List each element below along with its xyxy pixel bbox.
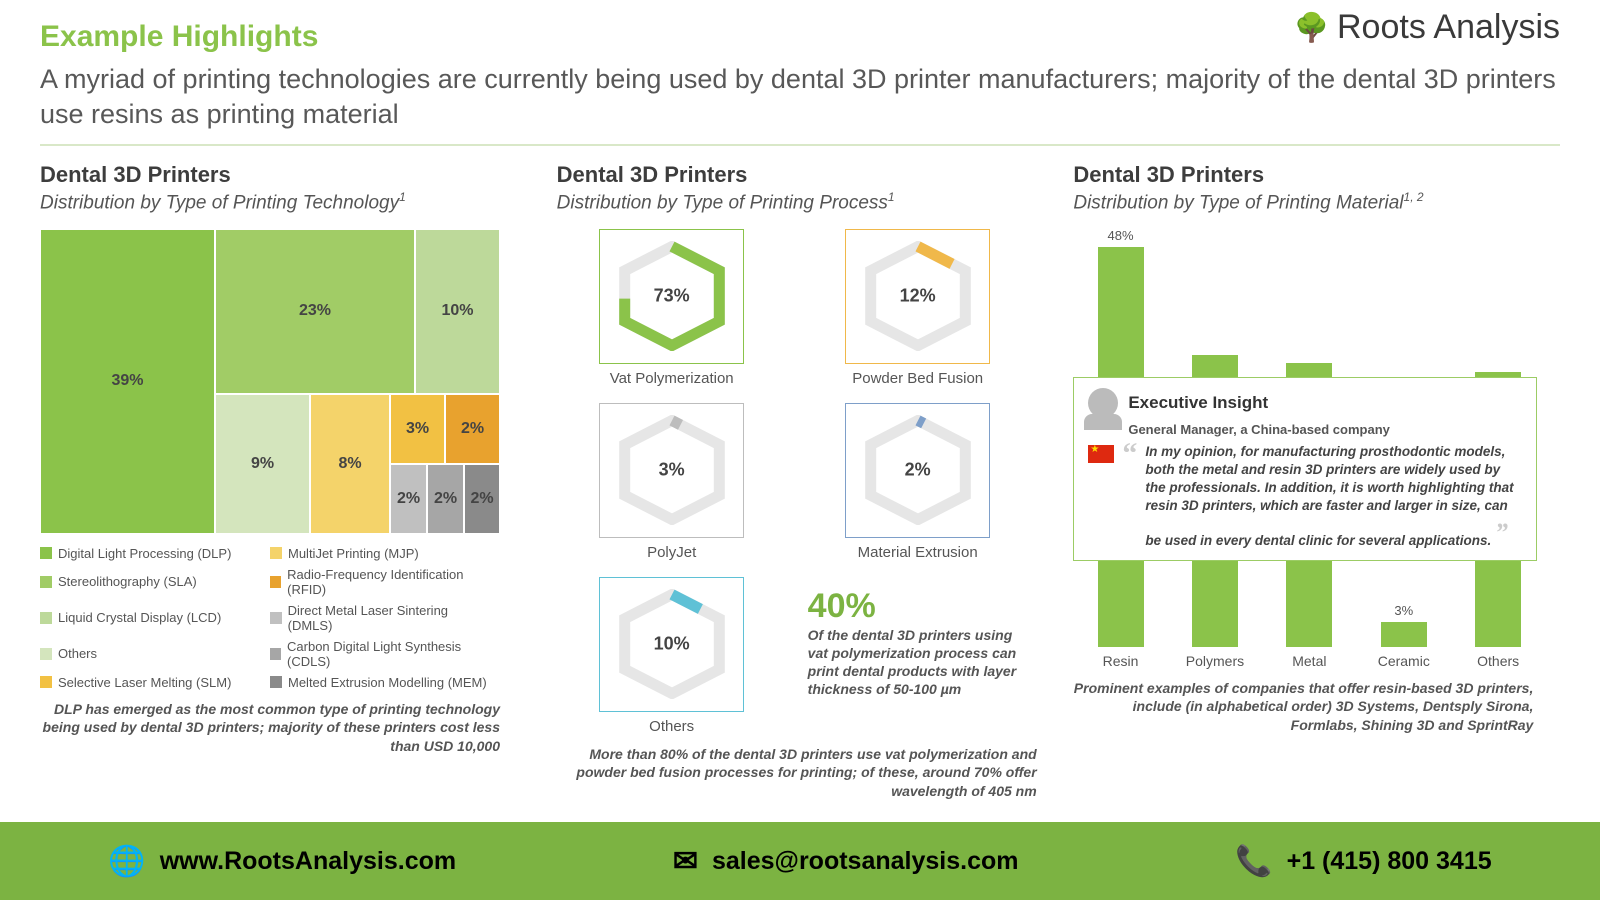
footer-website[interactable]: 🌐 www.RootsAnalysis.com: [108, 844, 456, 879]
treemap-cell: 39%: [40, 229, 215, 534]
legend-item: Selective Laser Melting (SLM): [40, 675, 260, 690]
legend-item: MultiJet Printing (MJP): [270, 546, 490, 561]
panel1-subtitle: Distribution by Type of Printing Technol…: [40, 190, 527, 214]
panel3-title: Dental 3D Printers: [1073, 162, 1560, 188]
logo: 🌳 Roots Analysis: [1294, 8, 1560, 47]
quote-close-icon: ”: [1495, 518, 1508, 547]
treemap-cell: 9%: [215, 394, 310, 534]
panel2-title: Dental 3D Printers: [557, 162, 1044, 188]
divider: [40, 144, 1560, 146]
treemap-chart: 39%23%10%9%8%3%2%2%2%2%: [40, 229, 500, 534]
legend-item: Liquid Crystal Display (LCD): [40, 603, 260, 633]
callout-40: 40%Of the dental 3D printers using vat p…: [803, 577, 1033, 735]
legend-item: Carbon Digital Light Synthesis (CDLS): [270, 639, 490, 669]
hex-gauge: 2%Material Extrusion: [803, 403, 1033, 561]
insight-role: General Manager, a China-based company: [1128, 422, 1522, 437]
legend-item: Direct Metal Laser Sintering (DMLS): [270, 603, 490, 633]
insight-quote-text: In my opinion, for manufacturing prostho…: [1145, 443, 1522, 551]
panel-technology: Dental 3D Printers Distribution by Type …: [40, 162, 527, 801]
phone-icon: 📞: [1235, 844, 1272, 879]
legend-item: Digital Light Processing (DLP): [40, 546, 260, 561]
footer-email[interactable]: ✉ sales@rootsanalysis.com: [673, 844, 1019, 879]
treemap-cell: 3%: [390, 394, 445, 464]
treemap-cell: 23%: [215, 229, 415, 394]
panel2-footnote: More than 80% of the dental 3D printers …: [557, 745, 1037, 802]
executive-insight-box: Executive Insight General Manager, a Chi…: [1073, 377, 1537, 562]
legend-item: Others: [40, 639, 260, 669]
quote-open-icon: “: [1122, 443, 1137, 464]
treemap-cell: 2%: [445, 394, 500, 464]
legend-item: Radio-Frequency Identification (RFID): [270, 567, 490, 597]
panel3-footnote: Prominent examples of companies that off…: [1073, 679, 1533, 736]
logo-text: Roots Analysis: [1337, 8, 1560, 47]
insight-title: Executive Insight: [1128, 393, 1268, 413]
hex-gauge: 10%Others: [557, 577, 787, 735]
panel-process: Dental 3D Printers Distribution by Type …: [557, 162, 1044, 801]
panel-material: Dental 3D Printers Distribution by Type …: [1073, 162, 1560, 801]
footer-phone[interactable]: 📞 +1 (415) 800 3415: [1235, 844, 1491, 879]
legend-item: Melted Extrusion Modelling (MEM): [270, 675, 490, 690]
panel1-footnote: DLP has emerged as the most common type …: [40, 700, 500, 757]
treemap-cell: 2%: [427, 464, 464, 534]
treemap-cell: 10%: [415, 229, 500, 394]
avatar-icon: [1088, 388, 1118, 418]
hex-gauge: 73%Vat Polymerization: [557, 229, 787, 387]
china-flag-icon: [1088, 445, 1114, 463]
footer-bar: 🌐 www.RootsAnalysis.com ✉ sales@rootsana…: [0, 822, 1600, 900]
panel3-subtitle: Distribution by Type of Printing Materia…: [1073, 190, 1560, 214]
tree-icon: 🌳: [1294, 11, 1329, 44]
treemap-cell: 8%: [310, 394, 390, 534]
hex-gauge-grid: 73%Vat Polymerization12%Powder Bed Fusio…: [557, 229, 1037, 735]
mail-icon: ✉: [673, 844, 698, 879]
hex-gauge: 12%Powder Bed Fusion: [803, 229, 1033, 387]
treemap-cell: 2%: [464, 464, 500, 534]
treemap-cell: 2%: [390, 464, 427, 534]
page-title: A myriad of printing technologies are cu…: [40, 62, 1560, 132]
globe-icon: 🌐: [108, 844, 145, 879]
bar-column: 3%Ceramic: [1369, 603, 1439, 669]
bar-chart-area: 48%ResinPolymersMetal3%CeramicOthers Exe…: [1073, 229, 1533, 669]
panel1-title: Dental 3D Printers: [40, 162, 527, 188]
legend-item: Stereolithography (SLA): [40, 567, 260, 597]
treemap-legend: Digital Light Processing (DLP) MultiJet P…: [40, 546, 500, 690]
hex-gauge: 3%PolyJet: [557, 403, 787, 561]
panel2-subtitle: Distribution by Type of Printing Process…: [557, 190, 1044, 214]
